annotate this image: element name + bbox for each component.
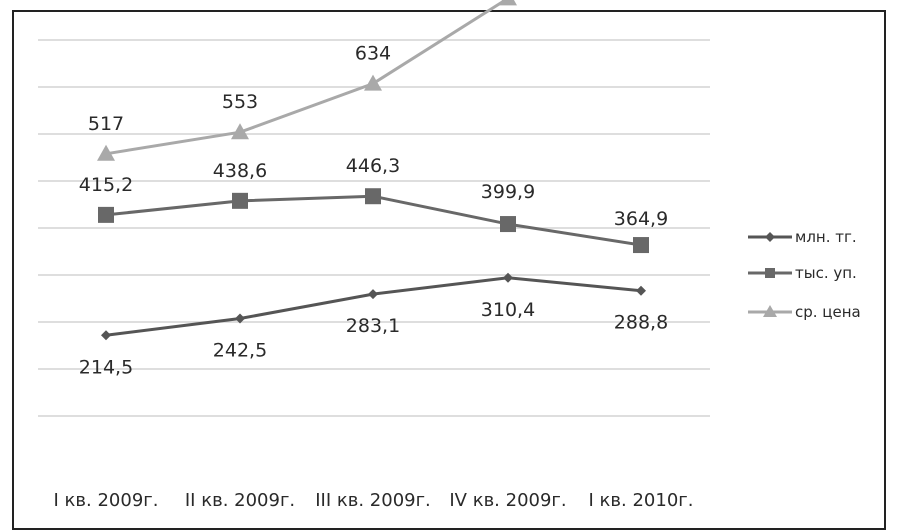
data-point (232, 192, 248, 209)
legend-label: ср. цена (795, 303, 861, 321)
data-point (499, 0, 517, 6)
chart-frame (12, 10, 886, 530)
data-point (98, 206, 114, 223)
data-label: 310,4 (481, 299, 535, 321)
series-3 (97, 0, 517, 161)
data-label: 399,9 (481, 181, 535, 203)
x-tick-label: I кв. 2010г. (589, 490, 694, 509)
data-point (235, 313, 245, 324)
data-label: 242,5 (213, 340, 267, 362)
data-labels: 214,5 242,5 283,1 310,4 288,8 415,2 438,6 446,3… (79, 43, 668, 379)
legend-entry: тыс. уп. (748, 264, 857, 282)
series-layer (97, 0, 649, 341)
data-point (763, 305, 777, 317)
data-point (765, 232, 775, 242)
x-tick-label: III кв. 2009г. (315, 490, 431, 509)
data-point (97, 144, 115, 161)
x-axis: I кв. 2009г. II кв. 2009г. III кв. 2009г. I… (54, 490, 694, 509)
legend-label: тыс. уп. (795, 264, 857, 282)
data-label: 438,6 (213, 160, 267, 182)
data-label: 415,2 (79, 174, 133, 196)
data-label: 288,8 (614, 312, 668, 334)
legend-entry: ср. цена (748, 303, 861, 321)
data-point (368, 289, 378, 300)
data-label: 214,5 (79, 356, 133, 378)
data-label: 517 (88, 113, 124, 135)
line-chart: 214,5 242,5 283,1 310,4 288,8 415,2 438,6 446,3… (38, 0, 861, 509)
data-point (231, 123, 249, 140)
x-tick-label: I кв. 2009г. (54, 490, 159, 509)
data-point (365, 188, 381, 205)
data-label: 634 (355, 43, 391, 65)
data-point (633, 237, 649, 254)
data-point (503, 272, 513, 283)
data-point (101, 330, 111, 341)
legend-label: млн. тг. (795, 228, 857, 246)
series-2 (98, 188, 649, 254)
data-label: 364,9 (614, 208, 668, 230)
data-point (364, 74, 382, 91)
data-label: 283,1 (346, 315, 400, 337)
gridlines (38, 39, 710, 417)
x-tick-label: II кв. 2009г. (185, 490, 295, 509)
data-point (636, 285, 646, 296)
series-1 (101, 272, 646, 341)
data-point (765, 268, 775, 278)
data-point (500, 216, 516, 233)
legend-entry: млн. тг. (748, 228, 857, 246)
x-tick-label: IV кв. 2009г. (449, 490, 566, 509)
data-label: 553 (222, 91, 258, 113)
data-label: 446,3 (346, 155, 400, 177)
legend: млн. тг. тыс. уп. ср. цена (748, 228, 861, 321)
